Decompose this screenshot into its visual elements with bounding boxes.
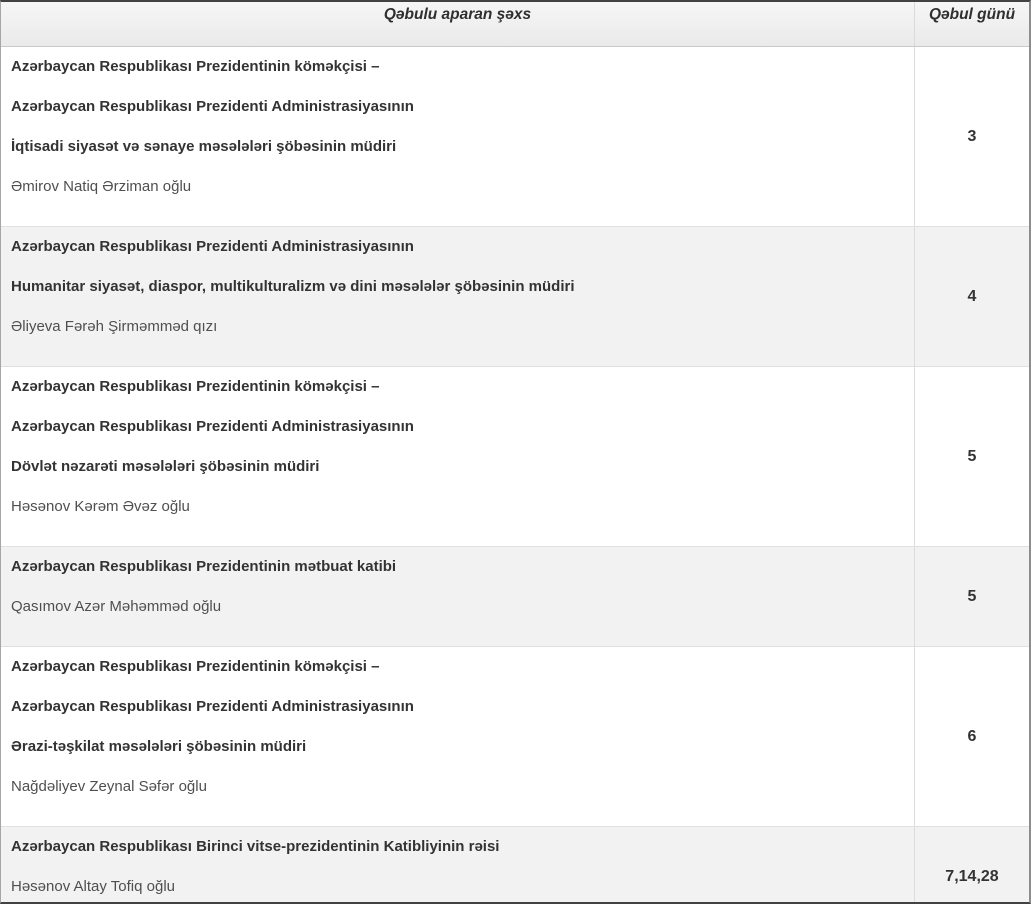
table-row: Azərbaycan Respublikası Prezidentinin kö… (1, 47, 1029, 227)
person-name: Əmirov Natiq Ərziman oğlu (11, 178, 192, 195)
person-name: Qasımov Azər Məhəmməd oğlu (11, 598, 222, 615)
position-line: İqtisadi siyasət və sənaye məsələləri şö… (11, 138, 397, 155)
person-cell: Azərbaycan Respublikası Prezidentinin kö… (1, 367, 914, 546)
position-line: Azərbaycan Respublikası Prezidentinin mə… (11, 558, 397, 575)
reception-day: 3 (914, 47, 1029, 226)
header-person-label: Qəbulu aparan şəxs (383, 6, 532, 23)
reception-day: 7,14,28 (914, 827, 1029, 902)
header-day-label: Qəbul günü (914, 2, 1029, 46)
table-header: Qəbulu aparan şəxs Qəbul günü (1, 2, 1029, 47)
position-line: Azərbaycan Respublikası Prezidentinin kö… (11, 658, 380, 675)
reception-day: 4 (914, 227, 1029, 366)
table-row: Azərbaycan Respublikası Prezidentinin kö… (1, 647, 1029, 827)
table-row: Azərbaycan Respublikası Prezidenti Admin… (1, 227, 1029, 367)
person-name: Nağdəliyev Zeynal Səfər oğlu (11, 778, 207, 795)
position-line: Azərbaycan Respublikası Prezidenti Admin… (11, 98, 414, 115)
person-cell: Azərbaycan Respublikası Birinci vitse-pr… (1, 827, 914, 902)
reception-day: 5 (914, 547, 1029, 646)
reception-day: 5 (914, 367, 1029, 546)
person-name: Həsənov Altay Tofiq oğlu (11, 878, 175, 895)
person-name: Əliyeva Fərəh Şirməmməd qızı (11, 318, 218, 335)
table-row: Azərbaycan Respublikası Birinci vitse-pr… (1, 827, 1029, 902)
table-row: Azərbaycan Respublikası Prezidentinin mə… (1, 547, 1029, 647)
person-cell: Azərbaycan Respublikası Prezidentinin kö… (1, 47, 914, 226)
position-line: Ərazi-təşkilat məsələləri şöbəsinin müdi… (11, 738, 307, 755)
position-line: Dövlət nəzarəti məsələləri şöbəsinin müd… (11, 458, 320, 475)
position-line: Azərbaycan Respublikası Prezidentinin kö… (11, 378, 380, 395)
person-name: Həsənov Kərəm Əvəz oğlu (11, 498, 190, 515)
table-row: Azərbaycan Respublikası Prezidentinin kö… (1, 367, 1029, 547)
position-line: Azərbaycan Respublikası Prezidentinin kö… (11, 58, 380, 75)
position-line: Humanitar siyasət, diaspor, multikultura… (11, 278, 575, 295)
person-cell: Azərbaycan Respublikası Prezidentinin kö… (1, 647, 914, 826)
person-cell: Azərbaycan Respublikası Prezidentinin mə… (1, 547, 914, 646)
position-line: Azərbaycan Respublikası Prezidenti Admin… (11, 418, 414, 435)
position-line: Azərbaycan Respublikası Prezidenti Admin… (11, 238, 414, 255)
reception-day: 6 (914, 647, 1029, 826)
position-line: Azərbaycan Respublikası Prezidenti Admin… (11, 698, 414, 715)
person-cell: Azərbaycan Respublikası Prezidenti Admin… (1, 227, 914, 366)
position-line: Azərbaycan Respublikası Birinci vitse-pr… (11, 838, 500, 855)
